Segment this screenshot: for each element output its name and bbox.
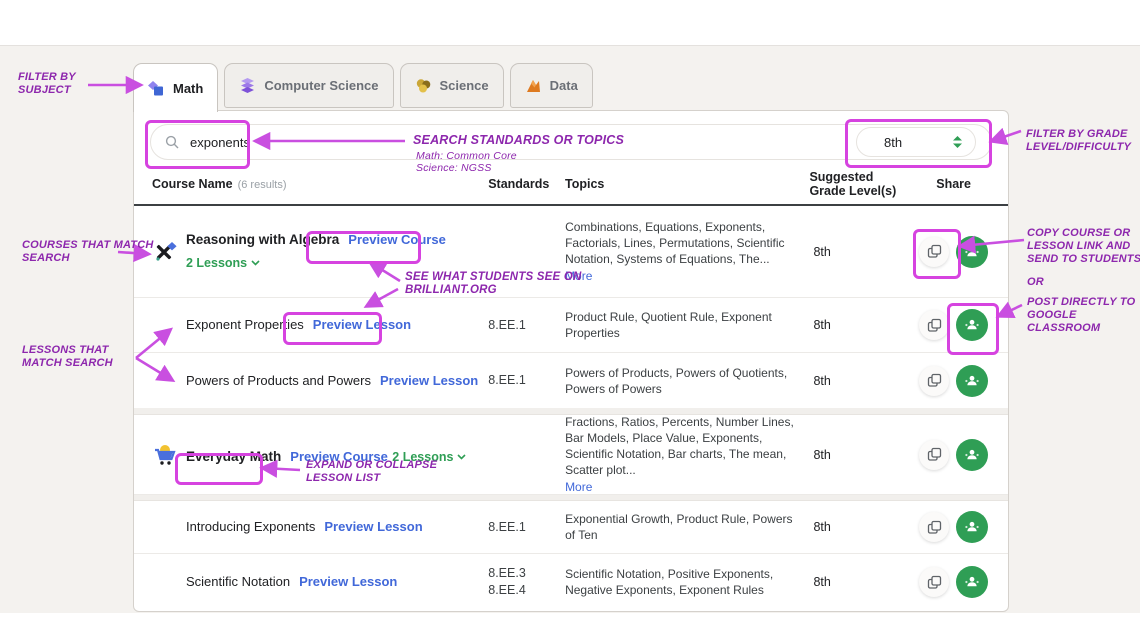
topics-text: Scientific Notation, Positive Exponents,…	[565, 566, 804, 598]
lesson-name: Introducing Exponents	[186, 519, 315, 534]
grade-value: 8th	[804, 575, 909, 589]
computer-science-icon	[239, 77, 256, 94]
table-row-course: Everyday MathPreview Course 2 Lessons Fr…	[134, 415, 1008, 495]
topics-text: Fractions, Ratios, Percents, Number Line…	[565, 415, 794, 477]
tab-data[interactable]: Data	[510, 63, 593, 108]
copy-link-button[interactable]	[919, 366, 949, 396]
table-row-lesson: Introducing Exponents Preview Lesson 8.EE…	[134, 501, 1008, 554]
grade-value: 8th	[804, 318, 909, 332]
tab-math-label: Math	[173, 81, 203, 96]
col-share: Share	[909, 177, 998, 191]
standard-code: 8.EE.1	[488, 372, 565, 389]
topics-text: Product Rule, Quotient Rule, Exponent Pr…	[565, 309, 804, 341]
annotation-search-hint: SEARCH STANDARDS OR TOPICS	[413, 133, 624, 147]
topics-text: Powers of Products, Powers of Quotients,…	[565, 365, 804, 397]
results-table: Reasoning with Algebra Preview Course 2 L…	[134, 206, 1008, 610]
table-row-lesson: Powers of Products and Powers Preview Les…	[134, 353, 1008, 408]
lesson-name: Exponent Properties	[186, 317, 304, 332]
copy-link-button[interactable]	[919, 512, 949, 542]
col-course-name: Course Name	[152, 177, 233, 191]
lesson-name: Scientific Notation	[186, 574, 290, 589]
course-search-panel: 8th Course Name (6 results) Standards Top…	[133, 110, 1009, 612]
tab-computer-science-label: Computer Science	[264, 78, 378, 93]
lessons-toggle[interactable]: 2 Lessons	[186, 256, 260, 270]
search-icon	[165, 135, 179, 149]
preview-course-link[interactable]: Preview Course	[348, 232, 446, 247]
annotation-filter-grade: FILTER BY GRADE LEVEL/DIFFICULTY	[1026, 128, 1138, 154]
science-icon	[415, 77, 432, 94]
tab-computer-science[interactable]: Computer Science	[224, 63, 393, 108]
copy-link-button[interactable]	[919, 440, 949, 470]
google-classroom-button[interactable]	[956, 511, 988, 543]
tab-science-label: Science	[440, 78, 489, 93]
data-icon	[525, 77, 542, 94]
chevron-down-icon	[251, 260, 260, 266]
copy-link-button[interactable]	[919, 237, 949, 267]
preview-lesson-link[interactable]: Preview Lesson	[324, 519, 422, 534]
subject-tabs: Math Computer Science Science Data	[133, 63, 593, 112]
course-name: Reasoning with Algebra	[186, 232, 339, 247]
topics-text: Combinations, Equations, Exponents, Fact…	[565, 220, 784, 266]
results-count: (6 results)	[238, 179, 287, 191]
google-classroom-button[interactable]	[956, 236, 988, 268]
google-classroom-button[interactable]	[956, 365, 988, 397]
preview-lesson-link[interactable]: Preview Lesson	[299, 574, 397, 589]
standard-code: 8.EE.1	[488, 317, 565, 334]
table-row-lesson: Scientific Notation Preview Lesson 8.EE.3…	[134, 554, 1008, 610]
course-icon-everyday-math	[152, 442, 178, 468]
grade-value: 8th	[804, 245, 909, 259]
annotation-expand-collapse: EXPAND OR COLLAPSE LESSON LIST	[306, 459, 456, 485]
sort-arrows-icon	[953, 136, 962, 148]
lesson-name: Powers of Products and Powers	[186, 373, 371, 388]
col-topics: Topics	[565, 177, 804, 191]
annotation-search-sub: Math: Common Core Science: NGSS	[416, 150, 576, 174]
annotation-copy-link: COPY COURSE OR LESSON LINK AND SEND TO S…	[1027, 227, 1140, 266]
tab-data-label: Data	[550, 78, 578, 93]
grade-value: 8th	[804, 520, 909, 534]
copy-link-button[interactable]	[919, 310, 949, 340]
copy-link-button[interactable]	[919, 567, 949, 597]
annotation-see-students: SEE WHAT STUDENTS SEE ON BRILLIANT.ORG	[405, 271, 583, 297]
table-row-lesson: Exponent Properties Preview Lesson 8.EE.1…	[134, 298, 1008, 353]
tab-math[interactable]: Math	[133, 63, 218, 112]
grade-filter-value: 8th	[884, 135, 902, 150]
annotation-courses-match: COURSES THAT MATCH SEARCH	[22, 239, 157, 265]
google-classroom-button[interactable]	[956, 566, 988, 598]
col-grade-level: Suggested Grade Level(s)	[804, 170, 909, 198]
annotation-lessons-match: LESSONS THAT MATCH SEARCH	[22, 344, 142, 370]
standard-code: 8.EE.3	[488, 565, 565, 582]
grade-value: 8th	[804, 448, 909, 462]
col-standards: Standards	[488, 177, 565, 191]
more-link[interactable]: More	[565, 479, 592, 495]
preview-lesson-link[interactable]: Preview Lesson	[313, 317, 411, 332]
chevron-down-icon	[457, 454, 466, 460]
standard-code: 8.EE.4	[488, 582, 565, 599]
standard-code: 8.EE.1	[488, 519, 565, 536]
preview-lesson-link[interactable]: Preview Lesson	[380, 373, 478, 388]
grade-value: 8th	[804, 374, 909, 388]
search-input[interactable]	[188, 134, 322, 151]
course-name: Everyday Math	[186, 449, 281, 464]
google-classroom-button[interactable]	[956, 439, 988, 471]
google-classroom-button[interactable]	[956, 309, 988, 341]
annotation-post-classroom: POST DIRECTLY TO GOOGLE CLASSROOM	[1027, 296, 1139, 335]
topics-text: Exponential Growth, Product Rule, Powers…	[565, 511, 804, 543]
annotation-filter-subject: FILTER BY SUBJECT	[18, 71, 104, 97]
tab-science[interactable]: Science	[400, 63, 504, 108]
math-icon	[148, 80, 165, 97]
grade-filter-select[interactable]: 8th	[856, 127, 976, 157]
annotation-or: OR	[1027, 276, 1044, 289]
